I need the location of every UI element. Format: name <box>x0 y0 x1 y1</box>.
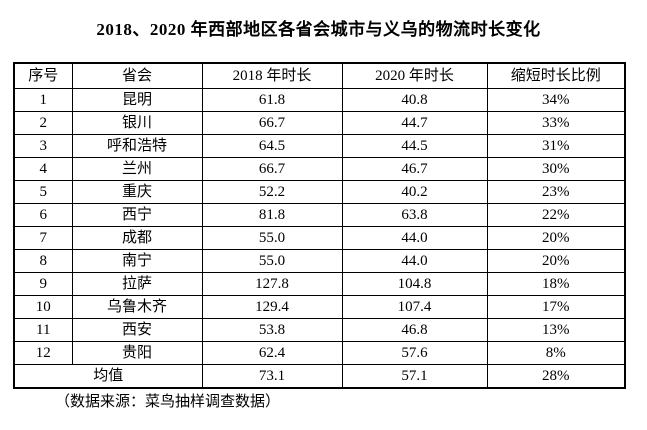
cell-capital-city: 拉萨 <box>71 272 203 296</box>
table-row: 11 西安 53.8 46.8 13% <box>13 318 626 342</box>
cell-capital-city: 昆明 <box>71 88 203 112</box>
header-2020-duration: 2020 年时长 <box>341 62 488 89</box>
cell-2018-duration: 66.7 <box>201 111 343 135</box>
header-reduction-pct: 缩短时长比例 <box>486 62 626 89</box>
cell-2020-duration: 63.8 <box>341 203 488 227</box>
cell-2018-duration: 62.4 <box>201 341 343 365</box>
cell-2018-duration: 61.8 <box>201 88 343 112</box>
cell-2018-duration: 66.7 <box>201 157 343 181</box>
cell-2020-duration: 57.6 <box>341 341 488 365</box>
cell-2018-duration: 81.8 <box>201 203 343 227</box>
cell-serial-number: 1 <box>13 88 73 112</box>
header-capital-city: 省会 <box>71 62 203 89</box>
cell-2020-duration: 44.0 <box>341 226 488 250</box>
header-serial-number: 序号 <box>13 62 73 89</box>
cell-2018-duration: 127.8 <box>201 272 343 296</box>
document-page: 2018、2020 年西部地区各省会城市与义乌的物流时长变化 序号 省会 201… <box>13 0 626 412</box>
cell-capital-city: 西宁 <box>71 203 203 227</box>
cell-serial-number: 9 <box>13 272 73 296</box>
cell-serial-number: 8 <box>13 249 73 273</box>
table-row: 8 南宁 55.0 44.0 20% <box>13 249 626 273</box>
cell-2020-duration: 46.7 <box>341 157 488 181</box>
cell-2018-duration: 55.0 <box>201 249 343 273</box>
cell-serial-number: 4 <box>13 157 73 181</box>
cell-reduction-pct: 20% <box>486 226 626 250</box>
cell-2018-duration: 55.0 <box>201 226 343 250</box>
cell-2020-duration: 44.5 <box>341 134 488 158</box>
mean-row: 均值 73.1 57.1 28% <box>13 364 626 389</box>
table-row: 3 呼和浩特 64.5 44.5 31% <box>13 134 626 158</box>
cell-reduction-pct: 18% <box>486 272 626 296</box>
cell-serial-number: 11 <box>13 318 73 342</box>
table-row: 10 乌鲁木齐 129.4 107.4 17% <box>13 295 626 319</box>
cell-serial-number: 3 <box>13 134 73 158</box>
cell-serial-number: 10 <box>13 295 73 319</box>
data-source-note: （数据来源：菜鸟抽样调查数据） <box>55 394 281 410</box>
table-header-row: 序号 省会 2018 年时长 2020 年时长 缩短时长比例 <box>13 62 626 89</box>
cell-capital-city: 重庆 <box>71 180 203 204</box>
cell-capital-city: 银川 <box>71 111 203 135</box>
table-row: 9 拉萨 127.8 104.8 18% <box>13 272 626 296</box>
cell-2020-duration: 104.8 <box>341 272 488 296</box>
table-row: 12 贵阳 62.4 57.6 8% <box>13 341 626 365</box>
table-row: 4 兰州 66.7 46.7 30% <box>13 157 626 181</box>
cell-2018-duration: 64.5 <box>201 134 343 158</box>
cell-capital-city: 兰州 <box>71 157 203 181</box>
table-row: 1 昆明 61.8 40.8 34% <box>13 88 626 112</box>
cell-2020-duration: 44.7 <box>341 111 488 135</box>
table-row: 5 重庆 52.2 40.2 23% <box>13 180 626 204</box>
cell-2018-duration: 52.2 <box>201 180 343 204</box>
cell-reduction-pct: 20% <box>486 249 626 273</box>
cell-2018-duration: 53.8 <box>201 318 343 342</box>
cell-2020-duration: 107.4 <box>341 295 488 319</box>
page-title: 2018、2020 年西部地区各省会城市与义乌的物流时长变化 <box>96 20 541 39</box>
cell-reduction-pct: 33% <box>486 111 626 135</box>
cell-capital-city: 呼和浩特 <box>71 134 203 158</box>
header-2018-duration: 2018 年时长 <box>201 62 343 89</box>
table-row: 6 西宁 81.8 63.8 22% <box>13 203 626 227</box>
cell-serial-number: 7 <box>13 226 73 250</box>
mean-reduction-pct: 28% <box>486 364 626 389</box>
logistics-duration-table: 序号 省会 2018 年时长 2020 年时长 缩短时长比例 1 昆明 61.8 40… <box>13 62 626 389</box>
table-row: 7 成都 55.0 44.0 20% <box>13 226 626 250</box>
cell-serial-number: 5 <box>13 180 73 204</box>
cell-2018-duration: 129.4 <box>201 295 343 319</box>
cell-2020-duration: 40.8 <box>341 88 488 112</box>
cell-reduction-pct: 30% <box>486 157 626 181</box>
cell-capital-city: 乌鲁木齐 <box>71 295 203 319</box>
table-row: 2 银川 66.7 44.7 33% <box>13 111 626 135</box>
table-body: 1 昆明 61.8 40.8 34% 2 银川 66.7 44.7 33% 3 呼和浩特 64.5 44.… <box>13 88 626 389</box>
mean-2018-duration: 73.1 <box>201 364 343 389</box>
cell-reduction-pct: 13% <box>486 318 626 342</box>
cell-capital-city: 西安 <box>71 318 203 342</box>
cell-serial-number: 12 <box>13 341 73 365</box>
cell-reduction-pct: 8% <box>486 341 626 365</box>
mean-row-label: 均值 <box>13 364 203 389</box>
cell-reduction-pct: 17% <box>486 295 626 319</box>
cell-2020-duration: 44.0 <box>341 249 488 273</box>
cell-reduction-pct: 22% <box>486 203 626 227</box>
mean-2020-duration: 57.1 <box>341 364 488 389</box>
cell-2020-duration: 46.8 <box>341 318 488 342</box>
cell-reduction-pct: 31% <box>486 134 626 158</box>
cell-reduction-pct: 23% <box>486 180 626 204</box>
cell-serial-number: 2 <box>13 111 73 135</box>
cell-capital-city: 南宁 <box>71 249 203 273</box>
cell-reduction-pct: 34% <box>486 88 626 112</box>
cell-capital-city: 成都 <box>71 226 203 250</box>
cell-2020-duration: 40.2 <box>341 180 488 204</box>
cell-capital-city: 贵阳 <box>71 341 203 365</box>
cell-serial-number: 6 <box>13 203 73 227</box>
